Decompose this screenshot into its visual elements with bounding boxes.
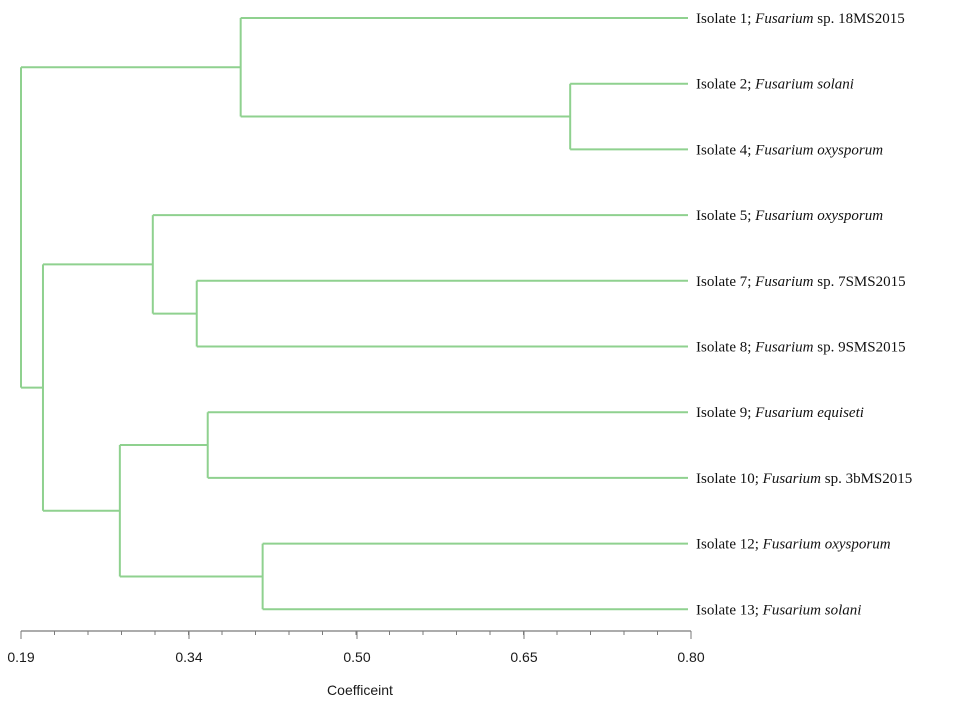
leaf-label-prefix: Isolate 9;	[696, 405, 755, 421]
x-axis: 0.19 0.34 0.50 0.65 0.80 Coefficeint	[7, 630, 705, 698]
leaf-label-prefix: Isolate 12;	[696, 537, 763, 553]
leaf-label-suffix: sp. 18MS2015	[814, 11, 905, 27]
leaf-label-suffix: sp. 7SMS2015	[814, 274, 906, 290]
leaf-label-prefix: Isolate 10;	[696, 471, 763, 487]
leaf-label-0: Isolate 1; Fusarium sp. 18MS2015	[696, 11, 905, 27]
leaf-label-prefix: Isolate 1;	[696, 11, 755, 27]
leaf-label-suffix: sp. 3bMS2015	[821, 471, 912, 487]
leaf-label-genus: Fusarium	[762, 471, 822, 487]
leaf-label-9: Isolate 13; Fusarium solani	[696, 602, 861, 618]
leaf-label-prefix: Isolate 4;	[696, 142, 755, 158]
leaf-label-prefix: Isolate 2;	[696, 77, 755, 93]
dendrogram-branches	[20, 17, 688, 611]
leaf-label-6: Isolate 9; Fusarium equiseti	[696, 405, 864, 421]
leaf-label-4: Isolate 7; Fusarium sp. 7SMS2015	[696, 274, 906, 290]
x-tick-label: 0.19	[7, 649, 34, 665]
leaf-label-genus: Fusarium oxysporum	[762, 537, 891, 553]
leaf-label-genus: Fusarium	[754, 340, 814, 356]
x-tick-label: 0.80	[677, 649, 704, 665]
leaf-label-7: Isolate 10; Fusarium sp. 3bMS2015	[696, 471, 912, 487]
x-axis-ticks: 0.19 0.34 0.50 0.65 0.80	[7, 631, 705, 665]
leaf-label-prefix: Isolate 5;	[696, 208, 755, 224]
x-tick-label: 0.50	[343, 649, 370, 665]
leaf-label-5: Isolate 8; Fusarium sp. 9SMS2015	[696, 340, 906, 356]
leaf-label-prefix: Isolate 7;	[696, 274, 755, 290]
leaf-label-2: Isolate 4; Fusarium oxysporum	[696, 142, 883, 158]
leaf-label-prefix: Isolate 8;	[696, 340, 755, 356]
leaf-label-8: Isolate 12; Fusarium oxysporum	[696, 537, 891, 553]
leaf-labels: Isolate 1; Fusarium sp. 18MS2015Isolate …	[696, 11, 912, 618]
leaf-label-genus: Fusarium oxysporum	[754, 208, 883, 224]
leaf-label-genus: Fusarium oxysporum	[754, 142, 883, 158]
leaf-label-genus: Fusarium	[754, 274, 814, 290]
x-axis-title: Coefficeint	[327, 682, 393, 698]
leaf-label-genus: Fusarium solani	[762, 602, 862, 618]
leaf-label-suffix: sp. 9SMS2015	[814, 340, 906, 356]
x-tick-label: 0.34	[175, 649, 202, 665]
leaf-label-prefix: Isolate 13;	[696, 602, 763, 618]
x-tick-label: 0.65	[510, 649, 537, 665]
leaf-label-genus: Fusarium	[754, 11, 814, 27]
leaf-label-3: Isolate 5; Fusarium oxysporum	[696, 208, 883, 224]
leaf-label-genus: Fusarium solani	[754, 77, 854, 93]
leaf-label-genus: Fusarium equiseti	[754, 405, 864, 421]
leaf-label-1: Isolate 2; Fusarium solani	[696, 77, 854, 93]
